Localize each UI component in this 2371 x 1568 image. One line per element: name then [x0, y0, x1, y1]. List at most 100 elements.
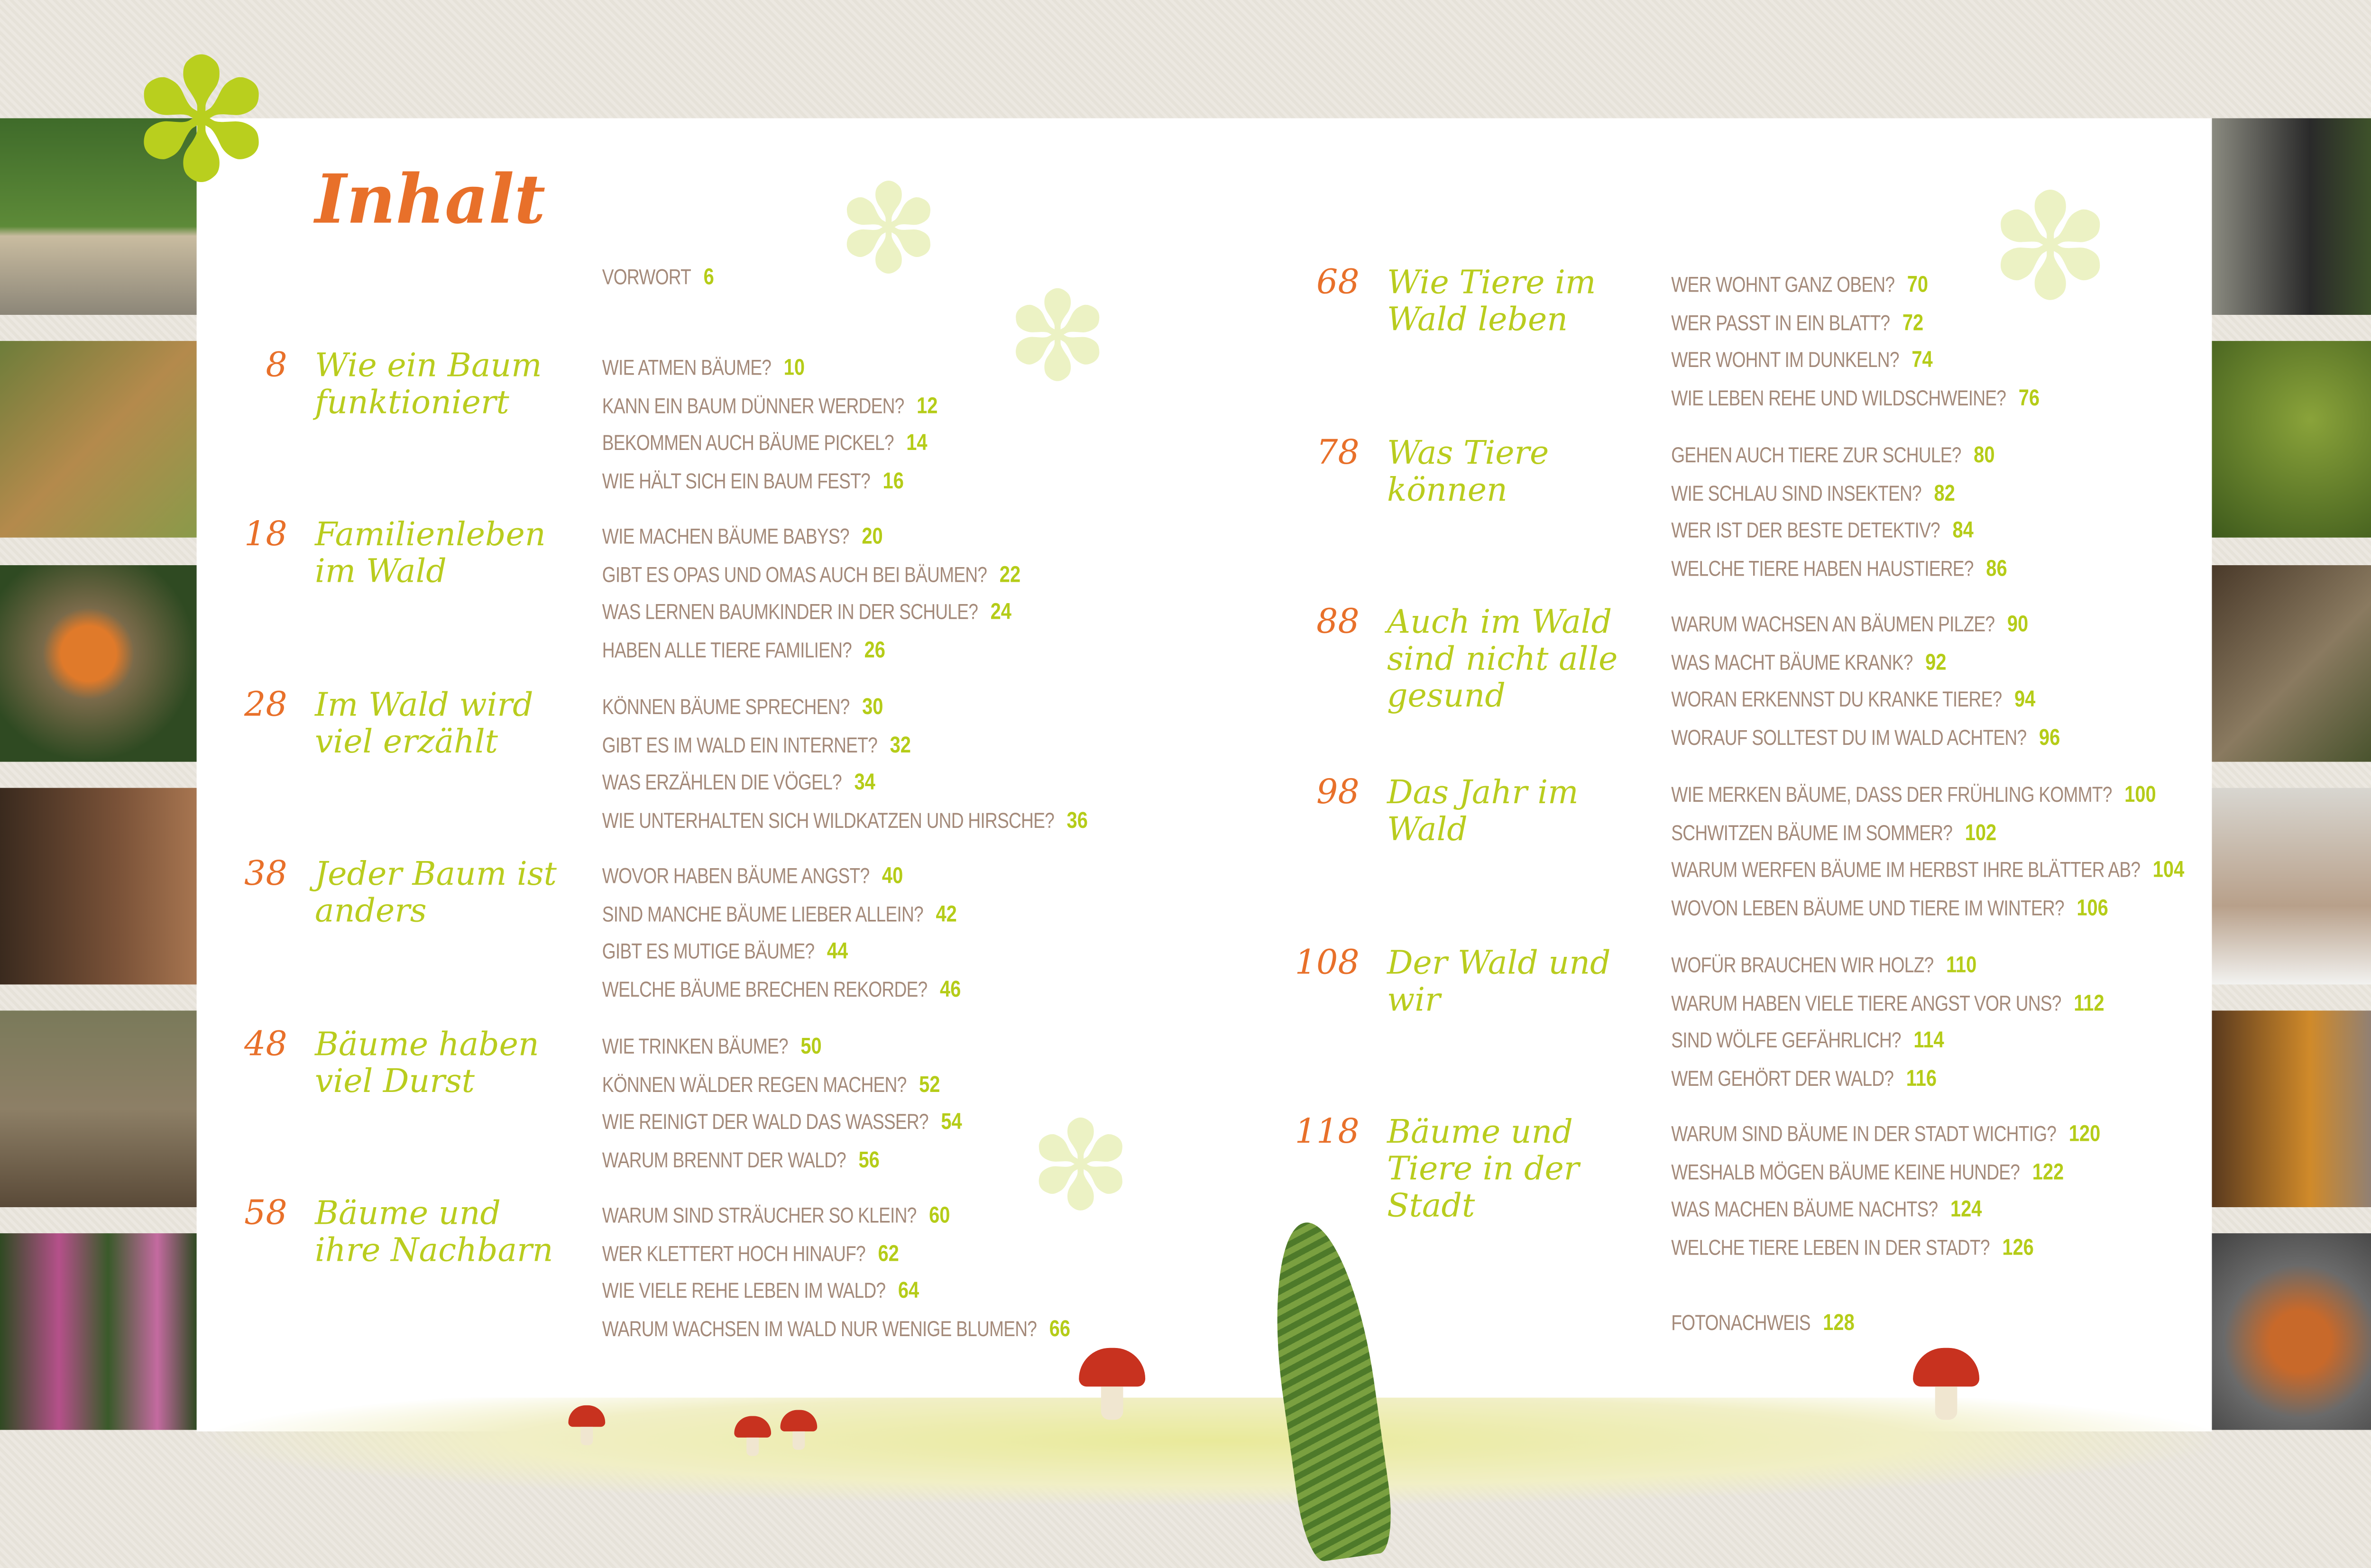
- toc-entry[interactable]: WARUM HABEN VIELE TIERE ANGST VOR UNS? 11…: [1671, 984, 2104, 1022]
- question-text: WIE HÄLT SICH EIN BAUM FEST?: [602, 468, 871, 493]
- chapter-heading[interactable]: 38 Jeder Baum ist anders: [244, 855, 576, 929]
- toc-entry[interactable]: KÖNNEN BÄUME SPRECHEN? 30: [602, 688, 1088, 726]
- chapter-number: 38: [244, 855, 287, 894]
- toc-entry[interactable]: WAS ERZÄHLEN DIE VÖGEL? 34: [602, 763, 1088, 801]
- toc-entry[interactable]: WIE MERKEN BÄUME, DASS DER FRÜHLING KOMM…: [1671, 776, 2184, 814]
- toc-entry[interactable]: WIE MACHEN BÄUME BABYS? 20: [602, 518, 1020, 556]
- toc-entry[interactable]: KANN EIN BAUM DÜNNER WERDEN? 12: [602, 386, 938, 424]
- chapter-heading[interactable]: 98 Das Jahr im Wald: [1316, 774, 1648, 848]
- toc-entry[interactable]: BEKOMMEN AUCH BÄUME PICKEL? 14: [602, 424, 938, 462]
- toc-entry[interactable]: WER KLETTERT HOCH HINAUF? 62: [602, 1234, 1070, 1272]
- toc-entry[interactable]: WAS LERNEN BAUMKINDER IN DER SCHULE? 24: [602, 593, 1020, 631]
- toc-entry[interactable]: WER IST DER BESTE DETEKTIV? 84: [1671, 512, 2007, 550]
- toc-entry[interactable]: WIE VIELE REHE LEBEN IM WALD? 64: [602, 1272, 1070, 1310]
- toc-entry[interactable]: WIE UNTERHALTEN SICH WILDKATZEN UND HIRS…: [602, 801, 1088, 839]
- toc-entry[interactable]: GIBT ES OPAS UND OMAS AUCH BEI BÄUMEN? 22: [602, 555, 1020, 593]
- toc-entry[interactable]: WIE REINIGT DER WALD DAS WASSER? 54: [602, 1103, 962, 1141]
- question-text: SCHWITZEN BÄUME IM SOMMER?: [1671, 819, 1953, 844]
- chapter-heading[interactable]: 18 Familienleben im Wald: [244, 516, 576, 589]
- question-text: WAS ERZÄHLEN DIE VÖGEL?: [602, 770, 842, 795]
- toc-entry[interactable]: WELCHE BÄUME BRECHEN REKORDE? 46: [602, 970, 961, 1008]
- question-text: WARUM WERFEN BÄUME IM HERBST IHRE BLÄTTE…: [1671, 857, 2141, 882]
- toc-entry[interactable]: WOFÜR BRAUCHEN WIR HOLZ? 110: [1671, 946, 2104, 984]
- page-number: 72: [1902, 310, 1924, 336]
- chapter-heading[interactable]: 118 Bäume und Tiere in der Stadt: [1295, 1113, 1648, 1224]
- toc-entry[interactable]: WAS MACHT BÄUME KRANK? 92: [1671, 643, 2060, 681]
- toc-entry[interactable]: WELCHE TIERE HABEN HAUSTIERE? 86: [1671, 550, 2007, 587]
- toc-entry[interactable]: SCHWITZEN BÄUME IM SOMMER? 102: [1671, 813, 2184, 851]
- toc-entry[interactable]: WAS MACHEN BÄUME NACHTS? 124: [1671, 1191, 2100, 1229]
- toc-entry[interactable]: WESHALB MÖGEN BÄUME KEINE HUNDE? 122: [1671, 1153, 2100, 1191]
- mushroom-illustration: [1079, 1348, 1146, 1420]
- page-number: 30: [862, 694, 883, 721]
- maple-leaf-icon: ✽: [1989, 167, 2112, 330]
- toc-entry[interactable]: WOVOR HABEN BÄUME ANGST? 40: [602, 857, 961, 895]
- toc-entry[interactable]: WARUM WACHSEN AN BÄUMEN PILZE? 90: [1671, 605, 2060, 643]
- chapter-title: Bäume haben viel Durst: [315, 1026, 539, 1100]
- chapter-heading[interactable]: 68 Wie Tiere im Wald leben: [1316, 264, 1648, 338]
- foreword-entry[interactable]: VORWORT 6: [602, 258, 739, 296]
- chapter-heading[interactable]: 8 Wie ein Baum funktioniert: [266, 347, 576, 421]
- page-number: 66: [1049, 1316, 1071, 1342]
- toc-entry[interactable]: WIE LEBEN REHE UND WILDSCHWEINE? 76: [1671, 379, 2040, 417]
- toc-entry[interactable]: HABEN ALLE TIERE FAMILIEN? 26: [602, 631, 1020, 669]
- question-text: WAS MACHT BÄUME KRANK?: [1671, 649, 1913, 674]
- page-number: 64: [898, 1278, 919, 1304]
- question-list: WIE MACHEN BÄUME BABYS? 20 GIBT ES OPAS UN…: [602, 518, 1112, 669]
- chapter-heading[interactable]: 78 Was Tiere können: [1316, 435, 1648, 508]
- question-text: WER KLETTERT HOCH HINAUF?: [602, 1240, 866, 1265]
- page-number: 74: [1912, 347, 1933, 374]
- question-text: GIBT ES IM WALD EIN INTERNET?: [602, 732, 878, 757]
- toc-entry[interactable]: WER PASST IN EIN BLATT? 72: [1671, 303, 2040, 341]
- page-number: 54: [941, 1109, 962, 1136]
- toc-entry[interactable]: SIND MANCHE BÄUME LIEBER ALLEIN? 42: [602, 895, 961, 933]
- chapter-heading[interactable]: 108 Der Wald und wir: [1295, 944, 1648, 1018]
- toc-entry[interactable]: WOVON LEBEN BÄUME UND TIERE IM WINTER? 10…: [1671, 889, 2184, 927]
- toc-entry[interactable]: SIND WÖLFE GEFÄHRLICH? 114: [1671, 1022, 2104, 1060]
- toc-entry[interactable]: WER WOHNT IM DUNKELN? 74: [1671, 341, 2040, 379]
- chapter-title: Jeder Baum ist anders: [315, 855, 557, 929]
- chapter-title: Wie ein Baum funktioniert: [315, 347, 542, 421]
- toc-entry[interactable]: WARUM WERFEN BÄUME IM HERBST IHRE BLÄTTE…: [1671, 851, 2184, 889]
- toc-entry[interactable]: WARUM SIND BÄUME IN DER STADT WICHTIG? 12…: [1671, 1115, 2100, 1153]
- question-list: WOVOR HABEN BÄUME ANGST? 40 SIND MANCHE BÄ…: [602, 857, 1040, 1008]
- question-text: WARUM HABEN VIELE TIERE ANGST VOR UNS?: [1671, 990, 2061, 1015]
- toc-entry[interactable]: WER WOHNT GANZ OBEN? 70: [1671, 266, 2040, 303]
- toc-entry[interactable]: WIE HÄLT SICH EIN BAUM FEST? 16: [602, 462, 938, 500]
- toc-entry[interactable]: WORAN ERKENNST DU KRANKE TIERE? 94: [1671, 681, 2060, 719]
- toc-entry[interactable]: WIE SCHLAU SIND INSEKTEN? 82: [1671, 474, 2007, 512]
- toc-entry[interactable]: WARUM BRENNT DER WALD? 56: [602, 1141, 962, 1179]
- toc-entry[interactable]: WIE TRINKEN BÄUME? 50: [602, 1027, 962, 1065]
- question-text: WORAUF SOLLTEST DU IM WALD ACHTEN?: [1671, 724, 2027, 750]
- question-list: WARUM WACHSEN AN BÄUMEN PILZE? 90 WAS MACH…: [1671, 605, 2145, 756]
- toc-entry[interactable]: WARUM WACHSEN IM WALD NUR WENIGE BLUMEN?…: [602, 1310, 1070, 1348]
- chapter-heading[interactable]: 88 Auch im Wald sind nicht alle gesund: [1316, 604, 1648, 714]
- chapter-title: Im Wald wird viel erzählt: [315, 686, 533, 761]
- mushroom-illustration: [568, 1405, 606, 1446]
- page-number: 90: [2007, 611, 2029, 638]
- question-text: WARUM BRENNT DER WALD?: [602, 1146, 846, 1172]
- toc-entry[interactable]: WEM GEHÖRT DER WALD? 116: [1671, 1059, 2104, 1097]
- maple-leaf-icon: ✽: [130, 28, 272, 217]
- photo-credits-entry[interactable]: FOTONACHWEIS 128: [1671, 1304, 1894, 1342]
- question-text: KÖNNEN BÄUME SPRECHEN?: [602, 694, 850, 719]
- page-number: 116: [1906, 1065, 1937, 1092]
- page-number: 42: [936, 901, 957, 927]
- chapter-number: 18: [244, 516, 287, 555]
- question-text: GIBT ES OPAS UND OMAS AUCH BEI BÄUMEN?: [602, 561, 987, 587]
- chapter-heading[interactable]: 48 Bäume haben viel Durst: [244, 1026, 576, 1100]
- chapter-number: 68: [1316, 264, 1360, 303]
- toc-entry[interactable]: GIBT ES IM WALD EIN INTERNET? 32: [602, 726, 1088, 764]
- photo-winter-deer: [2212, 788, 2371, 985]
- page-number: 32: [890, 732, 911, 758]
- toc-entry[interactable]: GIBT ES MUTIGE BÄUME? 44: [602, 933, 961, 971]
- toc-entry[interactable]: GEHEN AUCH TIERE ZUR SCHULE? 80: [1671, 436, 2007, 474]
- chapter-heading[interactable]: 28 Im Wald wird viel erzählt: [244, 686, 576, 761]
- page-number: 26: [864, 637, 885, 663]
- chapter-heading[interactable]: 58 Bäume und ihre Nachbarn: [244, 1195, 576, 1268]
- toc-entry[interactable]: WARUM SIND STRÄUCHER SO KLEIN? 60: [602, 1196, 1070, 1234]
- toc-entry[interactable]: WORAUF SOLLTEST DU IM WALD ACHTEN? 96: [1671, 718, 2060, 756]
- toc-entry[interactable]: WELCHE TIERE LEBEN IN DER STADT? 126: [1671, 1229, 2100, 1266]
- toc-entry[interactable]: WIE ATMEN BÄUME? 10: [602, 348, 938, 386]
- toc-entry[interactable]: KÖNNEN WÄLDER REGEN MACHEN? 52: [602, 1065, 962, 1103]
